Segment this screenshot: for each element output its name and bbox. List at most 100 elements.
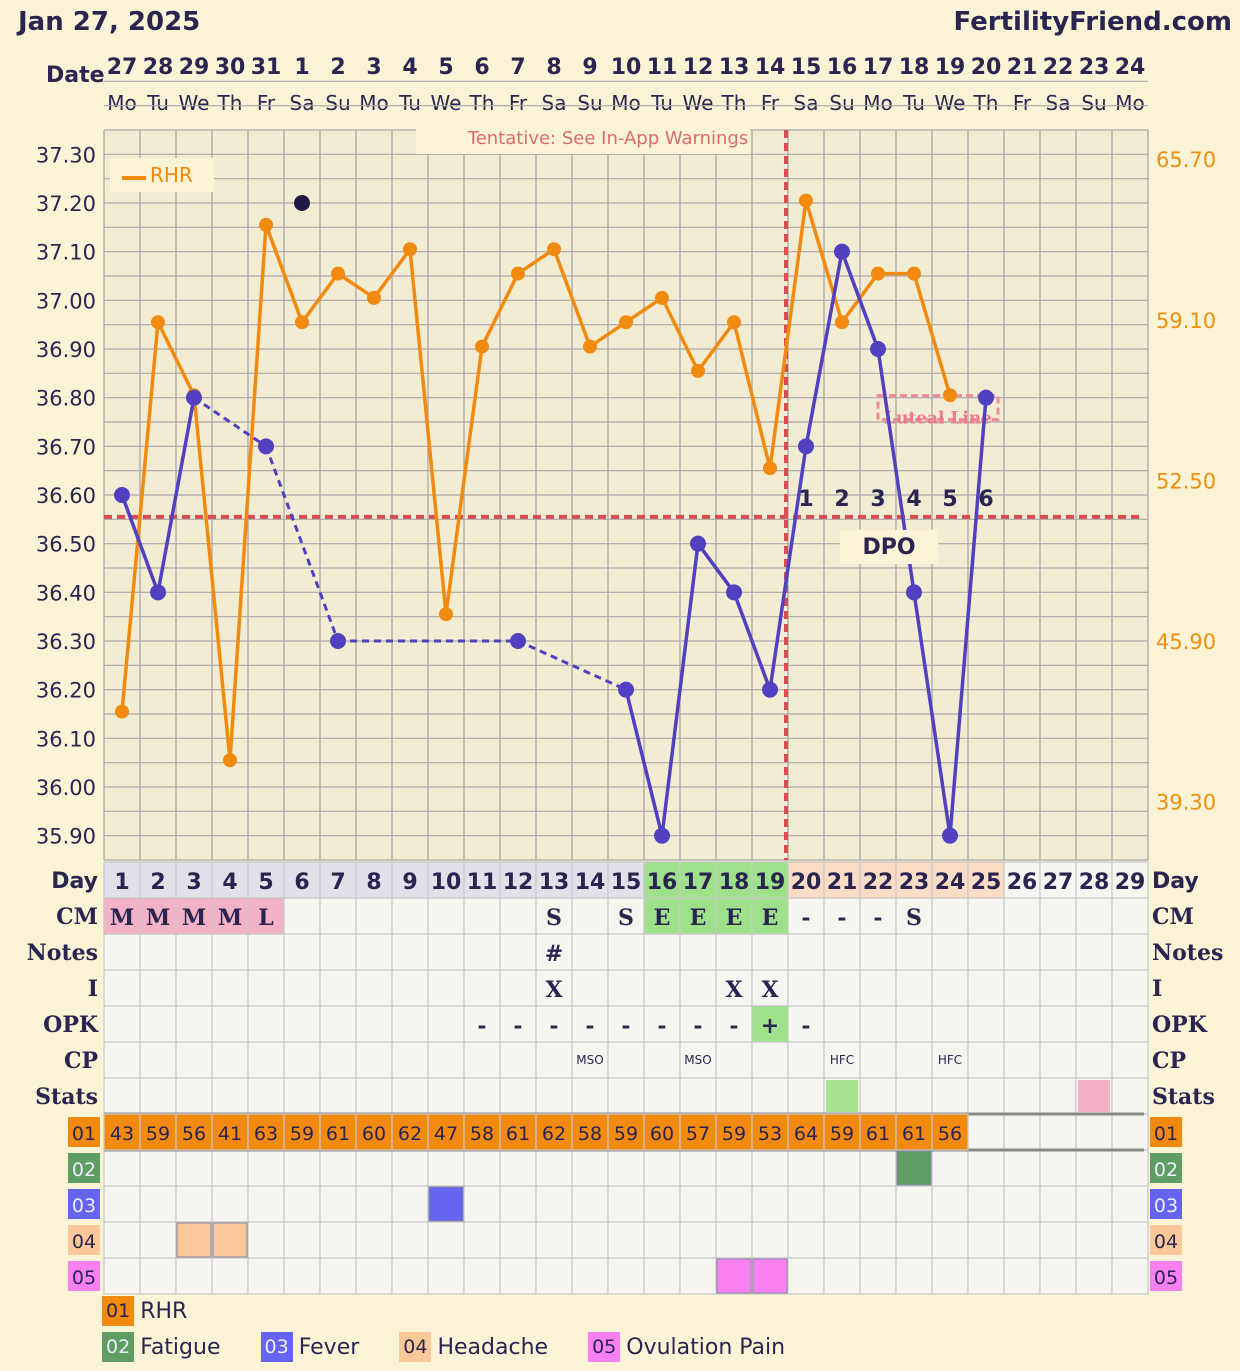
rhr-cell-value: 60	[650, 1123, 674, 1145]
weekday-label: Sa	[1046, 91, 1071, 115]
grid-cell	[967, 1221, 1005, 1259]
symptom-code-left-bg	[68, 1153, 100, 1183]
date-number: 11	[647, 55, 678, 80]
grid-cell	[715, 933, 753, 971]
grid-cell	[1039, 1257, 1077, 1295]
grid-cell	[751, 1077, 789, 1115]
grid-cell	[895, 897, 933, 935]
opk-value: -	[513, 1013, 522, 1039]
temp-point	[798, 438, 814, 455]
grid-cell	[823, 1149, 861, 1187]
rhr-point	[619, 315, 633, 330]
grid-cell	[823, 1005, 861, 1043]
grid-cell	[175, 1041, 213, 1079]
day-cell	[247, 861, 285, 899]
cm-value: M	[182, 905, 206, 931]
grid-cell	[967, 933, 1005, 971]
grid-cell	[571, 1185, 609, 1223]
grid-cell	[787, 1221, 825, 1259]
temp-point	[834, 243, 850, 260]
grid-cell	[859, 1257, 897, 1295]
grid-cell	[175, 1257, 213, 1295]
symptom-code-left-bg	[68, 1117, 100, 1147]
cm-cell-fill	[103, 897, 141, 935]
rhr-cell	[139, 1113, 177, 1151]
grid-cell	[643, 1041, 681, 1079]
cycle-day-number: 1	[114, 870, 129, 895]
grid-cell	[355, 1221, 393, 1259]
grid-cell	[607, 1149, 645, 1187]
grid-cell	[931, 1257, 969, 1295]
rhr-point	[727, 315, 741, 330]
y-left-tick: 36.30	[36, 630, 96, 654]
rhr-cell-value: 59	[722, 1123, 746, 1145]
rhr-cell-value: 61	[326, 1123, 350, 1145]
temp-point	[762, 681, 778, 698]
grid-cell	[247, 1185, 285, 1223]
grid-cell	[571, 969, 609, 1007]
weekday-label: Su	[829, 91, 854, 115]
grid-cell	[607, 1257, 645, 1295]
cp-value: HFC	[938, 1053, 962, 1067]
grid-cell	[571, 1005, 609, 1043]
grid-cell	[319, 933, 357, 971]
grid-cell	[139, 969, 177, 1007]
grid-cell	[355, 933, 393, 971]
grid-cell	[679, 1221, 717, 1259]
opk-value: -	[801, 1013, 810, 1039]
row-label-left: I	[88, 976, 98, 1002]
legend-label-fever: Fever	[298, 1334, 360, 1360]
rhr-point	[511, 266, 525, 281]
grid-cell	[715, 1185, 753, 1223]
y-left-tick: 36.50	[36, 533, 96, 557]
grid-cell	[895, 1005, 933, 1043]
grid-cell	[1075, 1005, 1113, 1043]
grid-cell	[895, 1077, 933, 1115]
weekday-label: Tu	[146, 91, 169, 115]
rhr-point	[763, 461, 777, 476]
luteal-line-box	[876, 394, 1000, 422]
cycle-day-number: 22	[863, 870, 894, 895]
grid-cell	[931, 1149, 969, 1187]
temp-solid-segment	[912, 592, 952, 836]
stats-cell-green	[826, 1080, 858, 1112]
row-label-left: OPK	[43, 1012, 99, 1038]
date-number: 4	[402, 55, 417, 80]
grid-cell	[1003, 1005, 1041, 1043]
rhr-cell-value: 56	[938, 1123, 962, 1145]
grid-cell	[391, 1149, 429, 1187]
rhr-point	[223, 753, 237, 768]
grid-cell	[283, 1149, 321, 1187]
grid-cell	[355, 897, 393, 935]
weekday-label: Mo	[1115, 91, 1145, 115]
grid-cell	[607, 1041, 645, 1079]
rhr-cell	[283, 1113, 321, 1151]
opk-positive-fill	[751, 1005, 789, 1043]
tentative-bg	[416, 124, 750, 154]
symptom-code-left: 01	[72, 1123, 96, 1145]
grid-cell	[355, 1149, 393, 1187]
row-label-right: CP	[1152, 1048, 1186, 1074]
grid-cell	[499, 933, 537, 971]
day-cell	[571, 861, 609, 899]
grid-cell	[571, 1221, 609, 1259]
grid-cell	[391, 1005, 429, 1043]
grid-cell	[751, 969, 789, 1007]
grid-cell	[1039, 897, 1077, 935]
grid-cell	[355, 1257, 393, 1295]
rhr-cell	[175, 1113, 213, 1151]
weekday-label: Sa	[290, 91, 315, 115]
symptom-code-left-bg	[68, 1261, 100, 1291]
grid-cell	[1075, 933, 1113, 971]
rhr-point	[475, 339, 489, 354]
grid-cell	[967, 1149, 1005, 1187]
temp-solid-segment	[804, 251, 844, 447]
weekday-label: We	[179, 91, 210, 115]
grid-cell	[319, 1185, 357, 1223]
legend-label-rhr: RHR	[140, 1298, 188, 1324]
weekday-label: Tu	[902, 91, 925, 115]
rhr-cell-value: 60	[362, 1123, 386, 1145]
grid-cell	[427, 1149, 465, 1187]
grid-cell	[427, 1257, 465, 1295]
grid-cell	[103, 1185, 141, 1223]
